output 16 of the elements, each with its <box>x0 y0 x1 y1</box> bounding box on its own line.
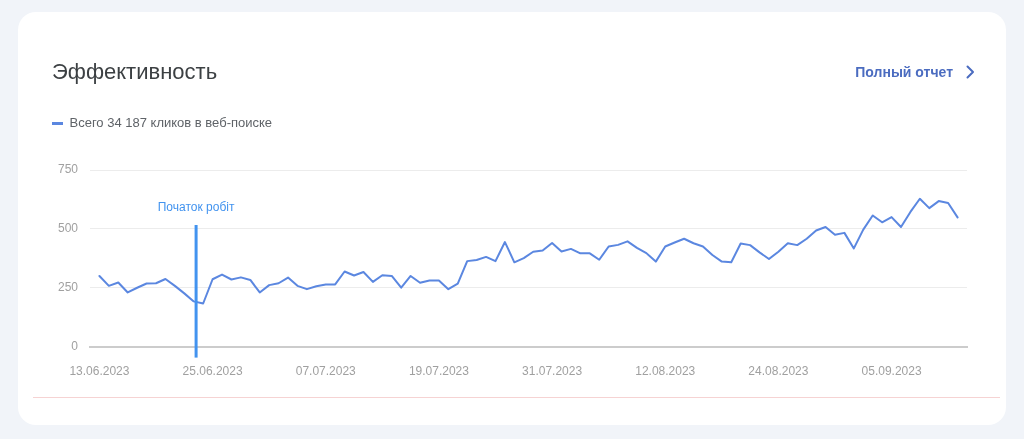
y-tick-label: 0 <box>71 338 79 353</box>
x-tick-label: 25.06.2023 <box>182 364 243 379</box>
ref-line-label: Початок робіт <box>157 200 235 215</box>
x-tick-label: 12.08.2023 <box>635 364 696 379</box>
y-tick-label: 500 <box>57 221 79 236</box>
x-tick-label: 24.08.2023 <box>748 364 809 379</box>
x-tick-label: 19.07.2023 <box>408 364 470 379</box>
y-tick-label: 750 <box>57 162 79 177</box>
x-tick-label: 05.09.2023 <box>861 364 922 379</box>
text: Полный отчет <box>855 63 953 81</box>
chart-title: Эффективность <box>52 59 218 85</box>
legend-label: Всего 34 187 кликов в веб-поиске <box>69 115 273 131</box>
x-tick-label: 07.07.2023 <box>295 364 357 379</box>
y-tick-label: 250 <box>57 280 79 295</box>
x-tick-label: 13.06.2023 <box>69 364 130 379</box>
x-tick-label: 31.07.2023 <box>522 364 583 379</box>
